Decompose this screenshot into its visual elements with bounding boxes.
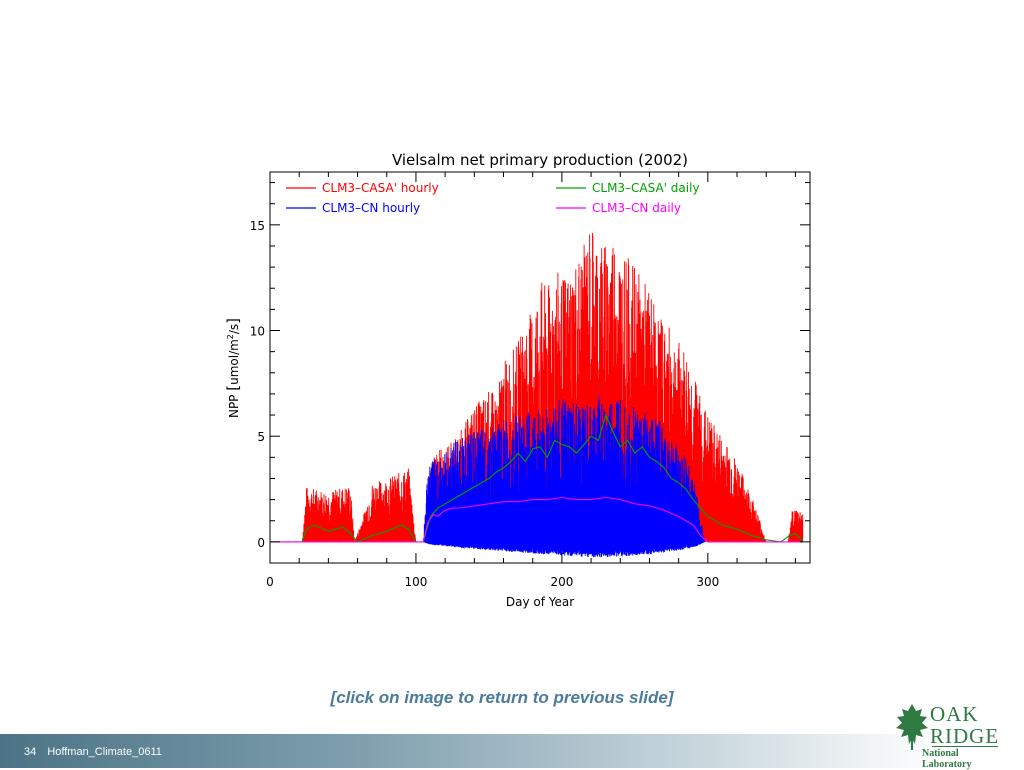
chart-title: Vielsalm net primary production (2002) — [392, 151, 688, 169]
y-axis-label: NPP [umol/m2/s] — [224, 318, 242, 418]
footer-bar — [0, 734, 940, 768]
logo-word-oak: OAK — [930, 702, 979, 726]
y-tick-label: 5 — [257, 430, 265, 444]
plot-frame — [269, 171, 811, 564]
legend-label: CLM3–CN hourly — [322, 201, 420, 215]
y-axis-label-sup: 2 — [226, 334, 235, 339]
x-tick-label: 100 — [404, 575, 427, 589]
series-clm3-casa-daily — [270, 413, 804, 543]
x-tick-label: 200 — [550, 575, 573, 589]
page-number: 34 — [24, 746, 37, 758]
series-clm3-cn-daily — [270, 496, 803, 543]
axis-layer: 0 100 200 300 0 5 10 15 — [250, 172, 810, 589]
legend-label: CLM3–CN daily — [592, 201, 681, 215]
x-axis-label: Day of Year — [506, 595, 574, 609]
oak-leaf-icon — [896, 704, 928, 750]
x-tick-label: 0 — [266, 575, 274, 589]
return-link[interactable]: [click on image to return to previous sl… — [330, 688, 674, 707]
chart-legend: CLM3–CASA' hourly CLM3–CN hourly CLM3–CASA… — [286, 181, 700, 215]
footer-label: Hoffman_Climate_0611 — [47, 746, 162, 758]
legend-label: CLM3–CASA' hourly — [322, 181, 439, 195]
logo-word-ridge: RIDGE — [930, 724, 1000, 748]
oak-ridge-logo: OAK RIDGE National Laboratory — [890, 698, 1010, 770]
logo-rule — [932, 746, 998, 747]
x-tick-label: 300 — [696, 575, 719, 589]
y-axis-label-main: NPP — [227, 391, 241, 418]
y-axis-label-unit-a: umol/m — [227, 339, 241, 385]
y-tick-label: 0 — [257, 536, 265, 550]
y-axis-label-bracket-close: ] — [224, 318, 242, 324]
series-layer — [270, 232, 804, 558]
npp-chart: Vielsalm net primary production (2002) 0… — [224, 151, 811, 609]
y-axis-label-unit-b: /s — [227, 324, 241, 334]
footer: 34 Hoffman_Climate_0611 — [24, 746, 170, 758]
legend-label: CLM3–CASA' daily — [592, 181, 700, 195]
logo-subtitle: National Laboratory — [922, 748, 972, 770]
y-tick-label: 10 — [250, 325, 265, 339]
y-tick-label: 15 — [250, 219, 265, 233]
y-axis-label-bracket-open: [ — [224, 385, 242, 391]
